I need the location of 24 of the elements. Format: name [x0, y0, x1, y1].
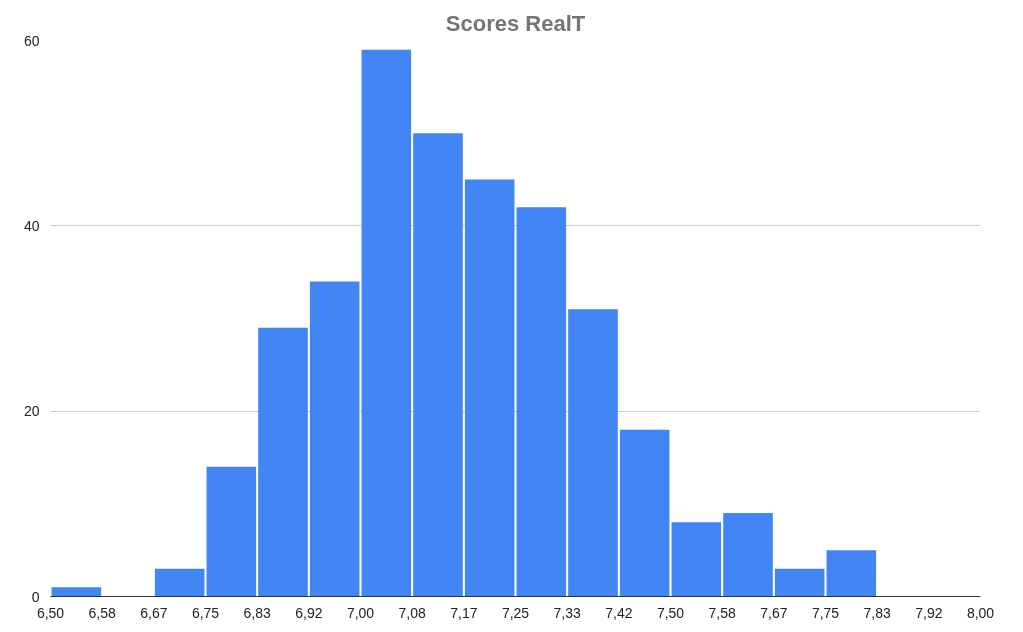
x-tick-label: 8,00 [966, 604, 995, 621]
x-tick-label: 7,50 [656, 604, 685, 621]
x-tick-label: 6,83 [243, 604, 271, 621]
x-tick-label: 7,83 [863, 604, 891, 621]
y-tick-label: 20 [23, 403, 40, 420]
x-tick-label: 6,50 [36, 604, 65, 621]
x-tick-label: 6,67 [140, 604, 168, 621]
x-tick-label: 7,75 [811, 604, 840, 621]
x-tick-label: 7,67 [760, 604, 788, 621]
x-tick-label: 6,58 [88, 604, 116, 621]
x-tick-label: 7,00 [346, 604, 375, 621]
x-tick-label: 7,58 [708, 604, 736, 621]
x-tick-label: 6,92 [295, 604, 323, 621]
x-tick-label: 7,25 [501, 604, 530, 621]
y-tick-label: 60 [23, 32, 40, 49]
x-tick-label: 7,42 [605, 604, 633, 621]
x-tick-label: 6,75 [191, 604, 220, 621]
y-tick-label: 0 [31, 588, 40, 605]
x-tick-label: 7,92 [915, 604, 943, 621]
x-tick-label: 7,08 [398, 604, 426, 621]
chart-title: Scores RealT [445, 10, 586, 36]
y-tick-label: 40 [23, 217, 40, 234]
x-tick-label: 7,33 [553, 604, 581, 621]
x-tick-label: 7,17 [450, 604, 478, 621]
